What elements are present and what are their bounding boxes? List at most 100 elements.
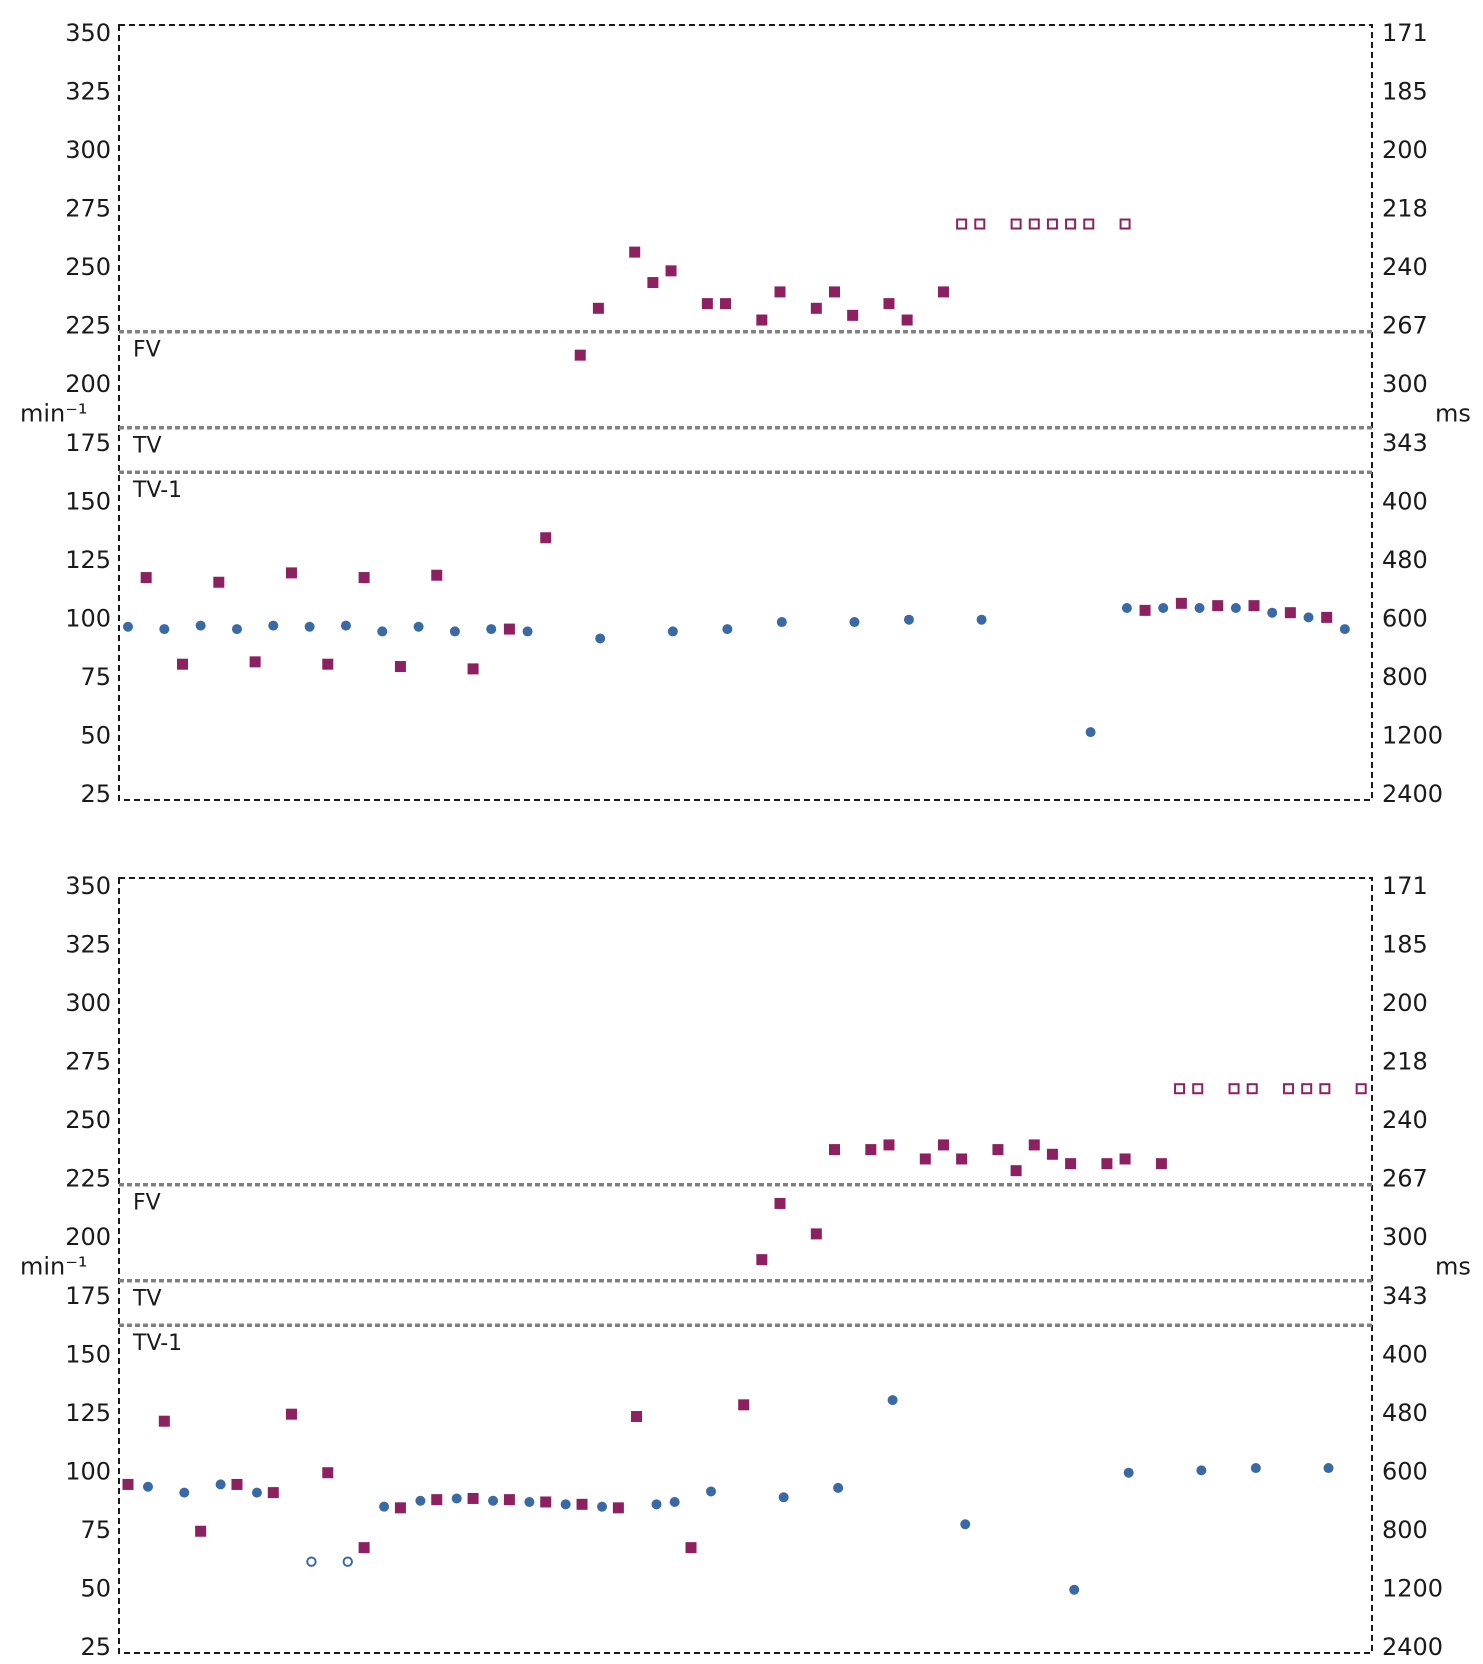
- data-point-square-open: [1028, 218, 1040, 230]
- y-tick-label-right: 267: [1382, 1165, 1428, 1193]
- data-point-circle: [903, 614, 914, 625]
- y-tick-label-right: 218: [1382, 1048, 1428, 1076]
- data-point-square-open: [1228, 1083, 1240, 1095]
- y-tick-label-left: 300: [65, 136, 111, 164]
- y-tick-label-right: 240: [1382, 1106, 1428, 1134]
- y-tick-label-right: 480: [1382, 1399, 1428, 1427]
- data-point-circle-open: [306, 1556, 317, 1567]
- y-tick-label-left: 225: [65, 1165, 111, 1193]
- y-tick-label-right: 200: [1382, 989, 1428, 1017]
- data-point-square-open: [1010, 218, 1022, 230]
- data-point-square-open: [1046, 218, 1058, 230]
- y-tick-label-right: 218: [1382, 195, 1428, 223]
- data-point-square: [1119, 1153, 1131, 1165]
- data-point-square: [1139, 604, 1151, 616]
- y-tick-label-left: 275: [65, 1048, 111, 1076]
- data-point-square-open: [1119, 218, 1131, 230]
- data-point-square: [883, 1139, 895, 1151]
- data-point-square: [685, 1542, 697, 1554]
- data-point-square-open: [1065, 218, 1077, 230]
- data-point-circle: [123, 621, 133, 632]
- data-point-circle: [833, 1482, 844, 1493]
- y-tick-label-left: 100: [65, 604, 111, 632]
- data-point-square: [1010, 1165, 1022, 1177]
- data-point-square: [140, 572, 152, 584]
- data-point-circle-open: [342, 1556, 353, 1567]
- data-point-circle: [560, 1499, 571, 1510]
- data-point-square-open: [974, 218, 986, 230]
- data-point-square-open: [956, 218, 968, 230]
- data-point-circle: [651, 1499, 662, 1510]
- data-point-circle: [778, 1492, 789, 1503]
- data-point-circle: [486, 624, 497, 635]
- data-point-square: [467, 1492, 479, 1504]
- y-tick-label-right: 600: [1382, 1457, 1428, 1485]
- data-point-circle: [597, 1501, 608, 1512]
- data-point-square-open: [1174, 1083, 1186, 1095]
- data-point-square: [810, 1228, 822, 1240]
- data-point-circle: [1196, 1465, 1207, 1476]
- y-tick-label-right: 343: [1382, 429, 1428, 457]
- data-point-square: [828, 1144, 840, 1156]
- data-point-square: [1248, 600, 1260, 612]
- data-point-square: [431, 569, 443, 581]
- data-point-circle: [776, 617, 787, 628]
- data-point-circle: [415, 1495, 426, 1506]
- chart-panel-2: 350 325 300 275 250 225 200 175 150 125 100 75 50 25 1…: [20, 872, 1471, 1661]
- y-tick-label-right: 300: [1382, 370, 1428, 398]
- data-point-square: [701, 298, 713, 310]
- y-tick-label-left: 25: [80, 780, 111, 808]
- data-point-square: [322, 658, 334, 670]
- data-point-square: [195, 1525, 207, 1537]
- data-point-circle: [304, 621, 315, 632]
- data-point-square-open: [1301, 1083, 1313, 1095]
- data-point-circle: [1069, 1584, 1080, 1595]
- data-point-circle: [142, 1481, 153, 1492]
- data-point-square: [810, 302, 822, 314]
- y-tick-label-left: 125: [65, 546, 111, 574]
- y-tick-label-right: 171: [1382, 872, 1428, 900]
- data-point-square: [631, 1411, 643, 1423]
- data-point-square: [956, 1153, 968, 1165]
- data-point-square: [540, 532, 552, 544]
- y-tick-label-left: 175: [65, 1282, 111, 1310]
- data-point-square: [592, 302, 604, 314]
- data-point-circle: [1194, 603, 1205, 614]
- data-point-square: [847, 309, 859, 321]
- data-point-square: [249, 656, 261, 668]
- y-tick-label-right: 300: [1382, 1223, 1428, 1251]
- y-tick-label-right: 600: [1382, 604, 1428, 632]
- y-tick-label-right: 171: [1382, 19, 1428, 47]
- data-point-square: [176, 658, 188, 670]
- data-point-square: [122, 1478, 134, 1490]
- data-point-square: [883, 298, 895, 310]
- data-point-square: [919, 1153, 931, 1165]
- data-point-square: [774, 286, 786, 298]
- data-point-circle: [179, 1487, 190, 1498]
- data-point-square: [576, 1498, 588, 1510]
- data-point-square-open: [1355, 1083, 1367, 1095]
- data-point-square-open: [1192, 1083, 1204, 1095]
- data-point-circle: [1323, 1463, 1334, 1474]
- data-point-square: [1101, 1158, 1113, 1170]
- data-point-square: [1155, 1158, 1167, 1170]
- data-point-circle: [524, 1496, 535, 1507]
- y-tick-label-left: 225: [65, 312, 111, 340]
- data-point-circle: [449, 626, 460, 637]
- y-tick-label-left: 50: [80, 1574, 111, 1602]
- data-point-circle: [667, 626, 678, 637]
- zone-label-tv-1: TV-1: [132, 1331, 182, 1356]
- y-tick-label-left: 75: [80, 1516, 111, 1544]
- y-tick-label-left: 75: [80, 663, 111, 691]
- data-point-square: [992, 1144, 1004, 1156]
- data-point-square: [756, 314, 768, 326]
- y-tick-label-left: 150: [65, 1340, 111, 1368]
- data-point-square: [937, 286, 949, 298]
- y-tick-label-right: 800: [1382, 663, 1428, 691]
- y-tick-label-left: 350: [65, 19, 111, 47]
- data-point-circle: [1158, 603, 1169, 614]
- data-point-square: [937, 1139, 949, 1151]
- data-point-circle: [669, 1496, 680, 1507]
- data-point-circle: [377, 626, 388, 637]
- data-point-square: [1046, 1148, 1058, 1160]
